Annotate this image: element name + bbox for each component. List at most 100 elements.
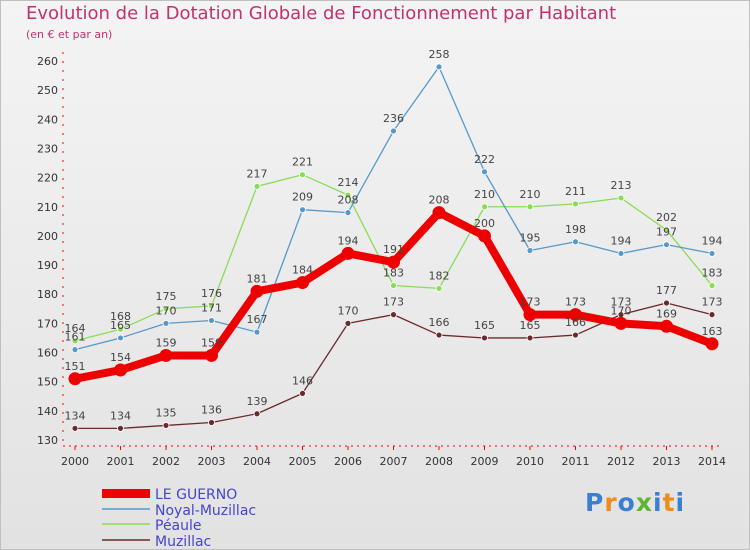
data-label-0: 163 <box>702 325 723 338</box>
data-label-1: 195 <box>520 232 541 245</box>
proxiti-logo: Proxiti <box>585 488 685 517</box>
series-point-2 <box>162 305 170 313</box>
series-point-1 <box>526 247 534 254</box>
logo-letter: o <box>617 488 636 517</box>
data-label-3: 165 <box>474 319 495 332</box>
series-point-3 <box>390 311 397 319</box>
series-point-1 <box>572 238 579 246</box>
x-tick-label: 2001 <box>107 455 135 468</box>
series-point-1 <box>117 334 124 342</box>
series-point-0 <box>341 246 355 260</box>
y-tick-label: 170 <box>37 317 58 330</box>
x-tick-label: 2007 <box>380 455 408 468</box>
series-point-3 <box>71 424 79 432</box>
series-point-2 <box>435 284 443 292</box>
series-point-0 <box>114 363 127 377</box>
data-label-2: 164 <box>65 322 86 335</box>
data-label-1: 170 <box>156 304 177 317</box>
data-label-0: 173 <box>520 296 541 309</box>
series-point-1 <box>435 63 443 71</box>
series-point-0 <box>569 308 582 322</box>
y-tick-label: 160 <box>37 347 58 360</box>
series-point-3 <box>253 410 261 418</box>
x-tick-label: 2011 <box>562 455 590 468</box>
x-tick-label: 2005 <box>289 455 317 468</box>
series-point-2 <box>617 194 625 202</box>
series-point-0 <box>660 319 673 333</box>
data-label-2: 183 <box>383 266 404 279</box>
data-label-3: 146 <box>292 374 313 387</box>
data-label-2: 168 <box>110 310 131 323</box>
data-label-0: 151 <box>65 360 86 373</box>
data-label-3: 135 <box>156 406 177 419</box>
y-tick-label: 200 <box>37 230 58 243</box>
x-tick-label: 2006 <box>334 455 362 468</box>
x-tick-label: 2014 <box>698 455 726 468</box>
data-label-3: 170 <box>338 304 359 317</box>
data-label-1: 209 <box>292 191 313 204</box>
legend-swatch-0 <box>102 489 150 498</box>
data-label-2: 176 <box>201 287 222 300</box>
chart-subtitle: (en € et par an) <box>26 28 113 41</box>
x-tick-label: 2002 <box>152 455 180 468</box>
series-point-3 <box>708 311 716 319</box>
series-point-2 <box>71 337 79 345</box>
data-label-1: 197 <box>656 226 677 239</box>
data-label-0: 208 <box>429 194 450 207</box>
data-label-0: 170 <box>611 304 632 317</box>
series-point-2 <box>299 171 306 179</box>
data-label-3: 173 <box>702 296 723 309</box>
series-point-0 <box>614 316 628 330</box>
data-label-3: 165 <box>520 319 541 332</box>
y-tick-label: 260 <box>37 55 58 68</box>
series-point-2 <box>390 282 397 289</box>
series-point-1 <box>390 127 397 135</box>
data-label-1: 194 <box>611 234 632 247</box>
data-label-2: 214 <box>338 176 359 189</box>
logo-letter: i <box>675 488 686 517</box>
series-point-2 <box>526 203 534 211</box>
data-label-3: 136 <box>201 404 222 417</box>
data-label-0: 159 <box>156 336 177 349</box>
data-label-3: 139 <box>247 395 268 408</box>
data-label-2: 211 <box>565 185 586 198</box>
x-tick-label: 2010 <box>516 455 544 468</box>
series-point-2 <box>344 191 352 199</box>
series-point-1 <box>208 317 215 324</box>
series-point-2 <box>663 226 670 234</box>
x-tick-label: 2013 <box>653 455 681 468</box>
y-tick-label: 210 <box>37 201 58 214</box>
series-point-0 <box>523 308 537 322</box>
y-tick-label: 250 <box>37 84 58 97</box>
data-label-3: 166 <box>565 316 586 329</box>
series-point-0 <box>68 372 82 386</box>
data-label-2: 183 <box>702 266 723 279</box>
series-point-2 <box>208 302 215 310</box>
legend-label-3: Muzillac <box>155 534 211 550</box>
data-label-0: 194 <box>338 234 359 247</box>
data-label-2: 182 <box>429 269 450 282</box>
data-label-1: 165 <box>110 319 131 332</box>
series-point-2 <box>253 182 261 190</box>
data-label-3: 166 <box>429 316 450 329</box>
logo-letter: x <box>635 488 653 517</box>
series-point-1 <box>481 168 488 176</box>
data-label-1: 236 <box>383 112 404 125</box>
y-tick-label: 230 <box>37 142 58 155</box>
series-point-2 <box>708 282 716 289</box>
series-point-0 <box>250 284 264 298</box>
data-label-1: 171 <box>201 301 222 314</box>
series-point-1 <box>663 241 670 249</box>
series-point-1 <box>162 319 170 327</box>
data-label-2: 210 <box>520 188 541 201</box>
series-point-0 <box>296 276 309 290</box>
data-label-2: 221 <box>292 156 313 169</box>
data-label-0: 159 <box>201 336 222 349</box>
data-label-3: 177 <box>656 284 677 297</box>
logo-letter: P <box>585 488 605 517</box>
logo-letter: i <box>653 488 663 517</box>
series-point-2 <box>117 325 124 333</box>
y-tick-label: 190 <box>37 259 58 272</box>
